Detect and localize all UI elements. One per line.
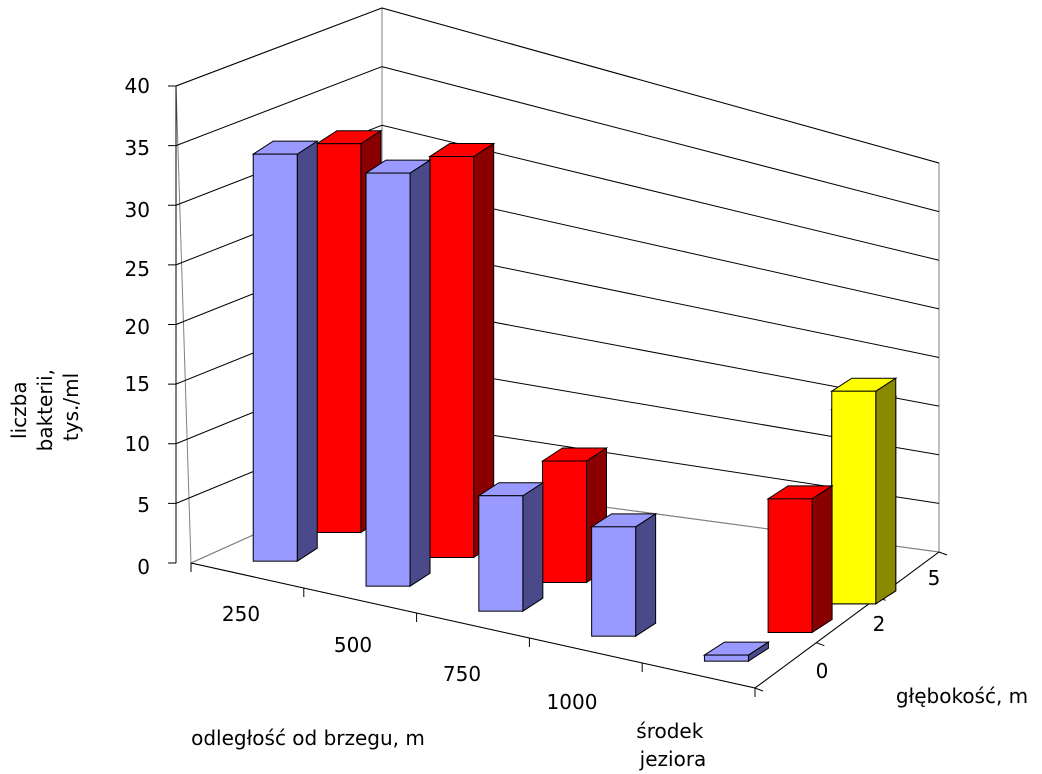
bar-side: [636, 514, 656, 636]
y-tick-labels: 0 5 10 15 20 25 30 35 40: [125, 74, 150, 579]
bar-front: [430, 157, 474, 558]
y-tick-label: 5: [137, 493, 150, 517]
y-tick-label: 0: [137, 555, 150, 579]
y-tick-label: 15: [125, 372, 150, 396]
bar: [479, 483, 543, 611]
x-tick-labels: 250 500 750 1000: [222, 602, 598, 714]
bar-front: [366, 173, 410, 586]
y-tick-label: 10: [125, 432, 150, 456]
bar: [366, 160, 430, 586]
bar: [832, 378, 896, 604]
x-axis-title: odległość od brzegu, m: [191, 726, 425, 750]
x-tick-label: 250: [222, 602, 260, 626]
bar-front: [253, 154, 297, 561]
bar-side: [297, 141, 317, 561]
z-tick-label: 0: [816, 659, 829, 683]
bar-front: [592, 527, 636, 636]
y-tick-label: 35: [125, 136, 150, 160]
bar-front: [768, 499, 812, 633]
bar-side: [410, 160, 430, 586]
bar-side: [876, 378, 896, 604]
y-tick-label: 40: [125, 74, 150, 98]
bar: [592, 514, 656, 636]
z-tick-mark: [816, 643, 824, 646]
y-tick-label: 30: [125, 198, 150, 222]
z-tick-label: 5: [928, 566, 941, 590]
z-tick-label: 2: [873, 612, 886, 636]
z-axis-title: głębokość, m: [896, 684, 1028, 708]
y-tick-label: 25: [125, 257, 150, 281]
x-tick-label-lake-center: środek jeziora: [636, 719, 709, 771]
bar: [704, 642, 768, 661]
y-axis-title: liczba bakterii, tys./ml: [7, 363, 83, 452]
bars: [253, 131, 896, 661]
gridline-back: [382, 8, 939, 163]
y-tick-label: 20: [125, 315, 150, 339]
bar: [768, 486, 832, 633]
x-tick-label: 1000: [547, 690, 598, 714]
bar-front: [543, 461, 587, 583]
bar-side: [523, 483, 543, 611]
z-tick-mark: [939, 552, 947, 555]
bar-front: [479, 496, 523, 611]
bar-front: [832, 391, 876, 604]
bar-front: [317, 144, 361, 533]
bar-front: [704, 655, 748, 661]
x-tick-label: 500: [334, 633, 372, 657]
x-tick-label: 750: [443, 662, 481, 686]
bar-side: [812, 486, 832, 633]
gridline-left: [176, 8, 382, 86]
bar: [253, 141, 317, 561]
z-tick-mark: [755, 688, 763, 691]
